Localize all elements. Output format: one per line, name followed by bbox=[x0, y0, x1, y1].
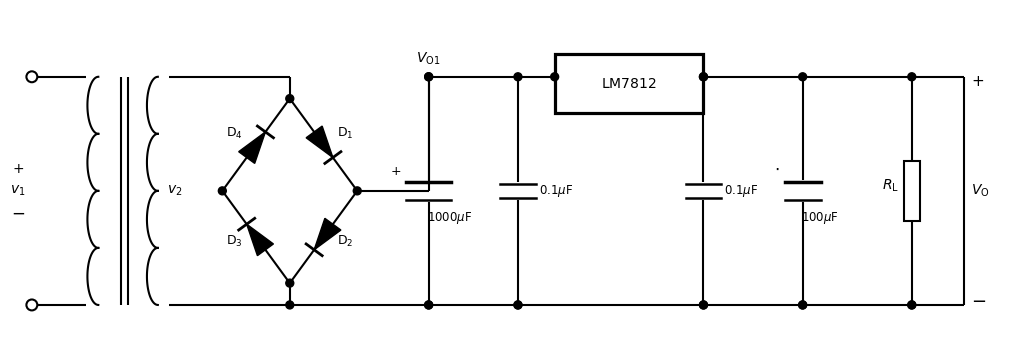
Text: $\mathrm{D}_2$: $\mathrm{D}_2$ bbox=[338, 234, 354, 249]
Circle shape bbox=[353, 187, 361, 195]
Text: $\mathrm{D}_1$: $\mathrm{D}_1$ bbox=[338, 126, 354, 141]
Circle shape bbox=[700, 73, 708, 81]
Circle shape bbox=[218, 187, 226, 195]
Polygon shape bbox=[306, 126, 332, 158]
Text: $v_1$: $v_1$ bbox=[10, 184, 26, 198]
Circle shape bbox=[799, 301, 806, 309]
Polygon shape bbox=[238, 132, 265, 164]
Text: $100\mu\mathrm{F}$: $100\mu\mathrm{F}$ bbox=[801, 210, 839, 226]
Text: $-$: $-$ bbox=[971, 291, 986, 309]
Circle shape bbox=[700, 301, 708, 309]
Circle shape bbox=[514, 73, 522, 81]
Text: $-$: $-$ bbox=[11, 204, 25, 222]
Bar bbox=[904, 161, 920, 221]
Circle shape bbox=[285, 301, 294, 309]
Circle shape bbox=[425, 73, 433, 81]
Polygon shape bbox=[247, 224, 273, 256]
Circle shape bbox=[514, 301, 522, 309]
Bar bbox=[554, 54, 704, 113]
Circle shape bbox=[907, 73, 916, 81]
Polygon shape bbox=[314, 218, 341, 250]
Text: $+$: $+$ bbox=[390, 165, 401, 178]
Circle shape bbox=[700, 73, 708, 81]
Text: $0.1\mu\mathrm{F}$: $0.1\mu\mathrm{F}$ bbox=[539, 183, 573, 199]
Text: $\mathrm{D}_3$: $\mathrm{D}_3$ bbox=[226, 234, 242, 249]
Text: $\cdot$: $\cdot$ bbox=[774, 160, 780, 178]
Text: $1000\mu\mathrm{F}$: $1000\mu\mathrm{F}$ bbox=[427, 210, 472, 226]
Circle shape bbox=[425, 73, 433, 81]
Circle shape bbox=[907, 301, 916, 309]
Circle shape bbox=[700, 301, 708, 309]
Circle shape bbox=[285, 279, 294, 287]
Circle shape bbox=[907, 301, 916, 309]
Text: $v_2$: $v_2$ bbox=[167, 184, 182, 198]
Text: $+$: $+$ bbox=[12, 162, 24, 176]
Circle shape bbox=[285, 95, 294, 103]
Text: $\mathrm{LM7812}$: $\mathrm{LM7812}$ bbox=[602, 77, 657, 91]
Circle shape bbox=[799, 301, 806, 309]
Text: $0.1\mu\mathrm{F}$: $0.1\mu\mathrm{F}$ bbox=[724, 183, 758, 199]
Text: $R_{\mathrm{L}}$: $R_{\mathrm{L}}$ bbox=[882, 178, 899, 194]
Circle shape bbox=[514, 301, 522, 309]
Text: $+$: $+$ bbox=[971, 74, 984, 89]
Circle shape bbox=[550, 73, 559, 81]
Text: $V_{\mathrm{O1}}$: $V_{\mathrm{O1}}$ bbox=[416, 50, 441, 67]
Text: $\mathrm{D}_4$: $\mathrm{D}_4$ bbox=[226, 126, 242, 141]
Text: $V_{\mathrm{O}}$: $V_{\mathrm{O}}$ bbox=[971, 183, 990, 199]
Circle shape bbox=[425, 301, 433, 309]
Circle shape bbox=[425, 301, 433, 309]
Circle shape bbox=[799, 73, 806, 81]
